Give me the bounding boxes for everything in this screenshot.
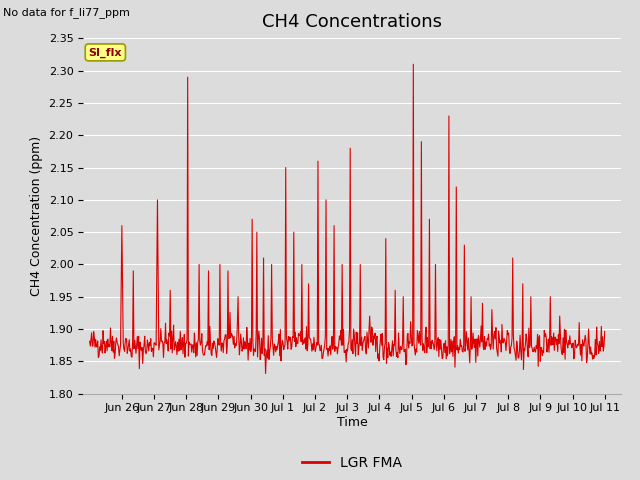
Legend: LGR FMA: LGR FMA (296, 450, 408, 475)
X-axis label: Time: Time (337, 416, 367, 429)
Y-axis label: CH4 Concentration (ppm): CH4 Concentration (ppm) (30, 136, 43, 296)
Text: SI_flx: SI_flx (88, 47, 122, 58)
Text: No data for f_li77_ppm: No data for f_li77_ppm (3, 7, 130, 18)
Title: CH4 Concentrations: CH4 Concentrations (262, 13, 442, 31)
